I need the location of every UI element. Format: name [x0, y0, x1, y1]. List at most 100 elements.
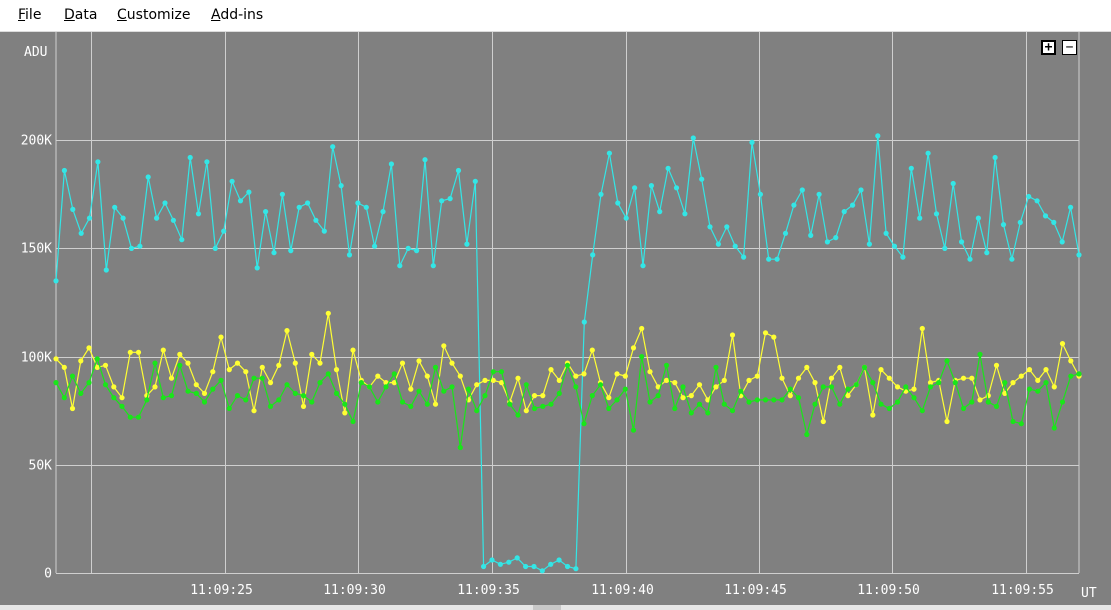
data-point [355, 200, 361, 206]
data-point [942, 245, 948, 251]
data-point [556, 557, 562, 563]
data-point [573, 373, 579, 379]
data-point [120, 215, 126, 221]
data-point [903, 384, 909, 390]
menu-file[interactable]: File [18, 7, 41, 23]
plot-area[interactable]: ADU UT 0 50K 100K 150K 200K 11:09:25 11:09:30 1… [0, 32, 1111, 605]
zoom-in-button[interactable]: + [1041, 40, 1056, 55]
data-point [917, 215, 923, 221]
data-point [837, 401, 843, 407]
menu-file-label: ile [25, 7, 42, 23]
data-point [841, 209, 847, 215]
data-point [279, 191, 285, 197]
data-point [366, 384, 373, 390]
data-point [489, 557, 495, 563]
data-point [187, 154, 193, 161]
data-point [405, 245, 411, 251]
data-point [305, 200, 311, 206]
y-tick-label: 0 [44, 567, 52, 582]
data-point [61, 364, 67, 370]
data-point [795, 395, 802, 401]
horizontal-scrollbar[interactable] [0, 605, 1111, 610]
data-point [993, 403, 1000, 409]
data-point [688, 410, 694, 416]
data-point [86, 380, 92, 386]
data-point [455, 167, 462, 174]
data-point [170, 217, 176, 223]
data-point [548, 401, 554, 407]
data-point [866, 241, 873, 247]
data-point [1051, 219, 1057, 225]
data-point [771, 334, 777, 340]
data-point [53, 356, 59, 362]
data-point [762, 397, 769, 403]
data-point [464, 241, 470, 247]
data-point [363, 204, 369, 210]
label-layer: ADU UT 0 50K 100K 150K 200K 11:09:25 11:09:30 1… [21, 45, 1097, 601]
data-point [69, 373, 76, 379]
adu-time-chart[interactable]: ADU UT 0 50K 100K 150K 200K 11:09:25 11:09:30 1… [0, 32, 1111, 605]
data-point [1043, 380, 1049, 386]
data-point [573, 384, 579, 390]
data-point [746, 377, 752, 383]
data-point [779, 397, 785, 403]
data-point [276, 397, 282, 403]
data-point [482, 393, 488, 399]
data-point [102, 362, 109, 368]
data-point [300, 403, 307, 409]
data-point [985, 399, 991, 405]
data-point [655, 393, 661, 399]
data-point [925, 150, 931, 156]
data-point [969, 375, 975, 381]
data-point [540, 403, 546, 409]
data-point [894, 384, 901, 390]
data-point [804, 364, 810, 370]
data-point [292, 390, 298, 396]
data-point [1076, 371, 1082, 377]
menu-data[interactable]: Data [64, 7, 97, 23]
data-point [630, 345, 637, 351]
data-point [581, 319, 587, 325]
data-point [185, 360, 191, 366]
data-point [919, 408, 925, 414]
data-point [548, 367, 554, 373]
data-point [1026, 193, 1032, 200]
menu-file-accel: F [18, 7, 26, 23]
data-point [78, 230, 84, 236]
data-point [177, 351, 183, 357]
scrollbar-thumb[interactable] [533, 605, 561, 610]
y-tick-label: 200K [21, 134, 52, 149]
data-point [738, 388, 744, 394]
data-point [300, 393, 307, 399]
data-point [218, 377, 224, 383]
data-point [680, 384, 686, 390]
menu-addins[interactable]: Add-ins [211, 7, 263, 23]
data-point [766, 256, 772, 262]
data-point [1043, 367, 1049, 373]
data-point [226, 405, 232, 412]
data-point [317, 380, 323, 386]
data-point [833, 235, 839, 241]
data-point [820, 418, 826, 425]
data-point [799, 187, 805, 193]
data-point [1059, 239, 1065, 245]
data-point [408, 386, 414, 392]
x-tick-label: 11:09:45 [724, 583, 787, 598]
grid-layer [55, 32, 1080, 574]
menu-customize[interactable]: Customize [117, 7, 191, 23]
data-point [1010, 380, 1016, 386]
menu-addins-label: dd-ins [220, 7, 264, 23]
data-point [383, 384, 389, 390]
data-point [1059, 399, 1066, 405]
data-point [449, 360, 455, 366]
data-point [414, 248, 420, 254]
data-point [630, 427, 637, 433]
menu-customize-label: ustomize [126, 7, 191, 23]
data-point [267, 380, 274, 386]
zoom-out-button[interactable]: − [1062, 40, 1077, 55]
data-point [1009, 256, 1015, 262]
data-point [162, 200, 168, 206]
data-point [729, 332, 736, 338]
data-point [375, 373, 381, 379]
data-point [531, 563, 537, 570]
